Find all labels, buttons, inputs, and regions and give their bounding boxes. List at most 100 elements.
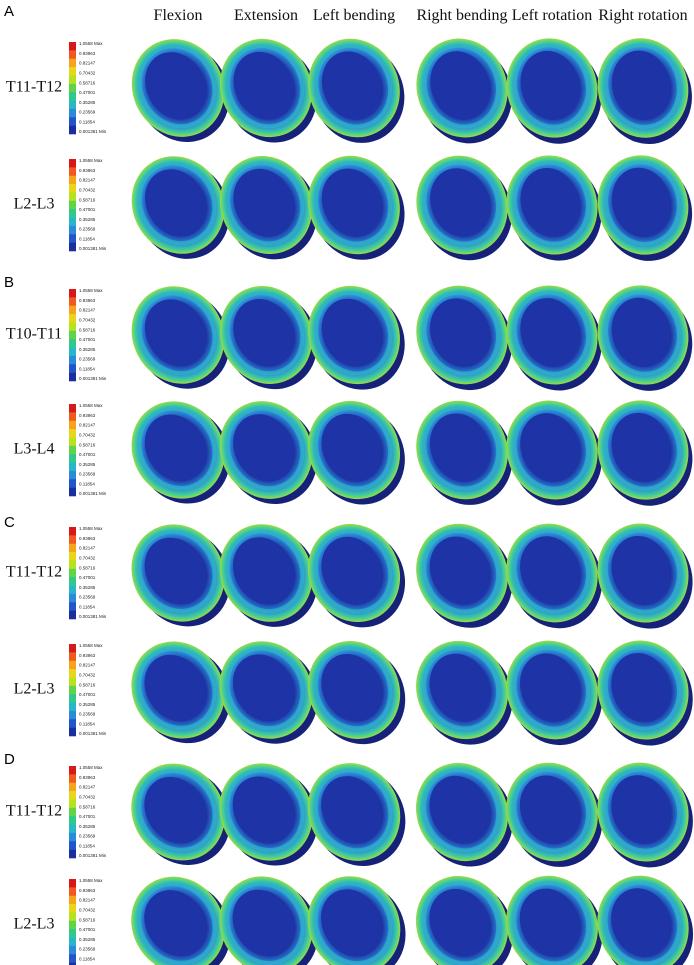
legend-label: 0.58716 [79, 197, 96, 202]
disc-contour [597, 762, 693, 868]
disc-contour [308, 285, 405, 390]
disc-nucleus [232, 776, 295, 844]
legend-label: 0.70432 [79, 71, 96, 76]
panel-label: B [4, 274, 14, 291]
legend-label: 0.35285 [79, 100, 96, 105]
legend-label: 0.47001 [79, 692, 96, 697]
row-label: L2-L3 [14, 196, 55, 213]
disc-nucleus [321, 168, 382, 237]
disc-nucleus [520, 413, 580, 482]
disc-contour [219, 155, 318, 260]
disc-ring [137, 768, 217, 852]
panel-label: C [4, 514, 15, 531]
colorbar-band [69, 766, 76, 775]
colorbar-band [69, 669, 76, 678]
disc-ring [512, 528, 590, 614]
disc-contour [597, 523, 693, 629]
legend-label: 0.82147 [79, 663, 96, 668]
disc-nucleus [145, 169, 207, 237]
disc-nucleus [519, 775, 580, 844]
colorbar-band [69, 167, 76, 177]
legend-label: 0.35285 [79, 937, 96, 942]
disc-ring [137, 161, 217, 246]
disc-ring [603, 405, 681, 491]
colorbar-band [69, 75, 76, 85]
disc-ring [225, 529, 305, 614]
colorbar-band [69, 791, 76, 800]
disc-ring [137, 291, 217, 376]
legend-label: 0.70432 [79, 188, 96, 193]
disc-nucleus [232, 889, 295, 957]
disc-nucleus [520, 653, 580, 722]
colorbar-band [69, 945, 76, 955]
disc-nucleus [144, 414, 207, 482]
disc-nucleus [232, 654, 295, 722]
disc-ring [422, 768, 501, 853]
colorbar-band [69, 445, 76, 455]
colorbar-band [69, 242, 76, 252]
colorbar-band [69, 535, 76, 545]
colorbar-band [69, 209, 76, 218]
legend-label: 0.82147 [79, 423, 96, 428]
disc-contour [416, 155, 513, 261]
colorbar-band [69, 50, 76, 60]
colorbar-band [69, 159, 76, 168]
disc-ring [604, 43, 681, 129]
legend-label: 0.82147 [79, 785, 96, 790]
colorbar-band [69, 67, 76, 76]
disc-ring [314, 529, 393, 614]
disc-contour [416, 523, 513, 628]
disc-ring [422, 528, 501, 614]
legend-label: 0.70432 [79, 908, 96, 913]
disc-nucleus [519, 888, 580, 957]
legend-label: 1.0558 Max [79, 41, 103, 46]
legend-label: 1.0558 Max [79, 765, 103, 770]
legend-label: 0.93963 [79, 888, 96, 893]
disc-nucleus [233, 51, 295, 120]
disc-contour [219, 876, 319, 965]
disc-ring [422, 43, 500, 129]
disc-nucleus [611, 653, 671, 722]
legend-label: 0.11854 [79, 604, 95, 609]
disc-ring [603, 880, 681, 965]
legend-label: 0.70432 [79, 556, 96, 561]
legend-label: 0.58716 [79, 565, 96, 570]
row-label: L3-L4 [14, 441, 55, 458]
disc-contour [506, 155, 602, 261]
legend-label: 0.001381 Min [79, 731, 107, 736]
legend-label: 0.93963 [79, 298, 96, 303]
disc-contour [506, 523, 603, 629]
colorbar-band [69, 560, 76, 570]
colorbar-band [69, 543, 76, 553]
disc-ring [422, 160, 500, 246]
colorbar-band [69, 841, 76, 850]
panel-label: A [4, 3, 14, 20]
legend-label: 0.11854 [79, 236, 95, 241]
disc-contour [308, 155, 405, 260]
disc-nucleus [611, 50, 671, 121]
disc-nucleus [233, 168, 295, 237]
disc-nucleus [233, 537, 295, 605]
disc-contour [597, 155, 693, 261]
legend-label: 1.0558 Max [79, 403, 103, 408]
disc-contour [597, 38, 692, 145]
colorbar-band [69, 347, 76, 357]
legend-label: 0.93963 [79, 413, 96, 418]
disc-contour [219, 286, 318, 390]
disc-contour [219, 763, 318, 866]
colorbar-band [69, 420, 76, 430]
disc-ring [422, 646, 501, 731]
colorbar-band [69, 100, 76, 110]
colorbar-band [69, 895, 76, 905]
disc-ring [225, 291, 305, 376]
legend-label: 1.0558 Max [79, 288, 103, 293]
disc-nucleus [611, 535, 671, 605]
colorbar-band [69, 937, 76, 947]
legend-label: 0.35285 [79, 585, 96, 590]
disc-contour [131, 156, 230, 259]
colorbar-band [69, 322, 76, 332]
colorbar-band [69, 314, 76, 323]
column-header: Left bending [312, 7, 396, 24]
colorbar-band [69, 184, 76, 193]
